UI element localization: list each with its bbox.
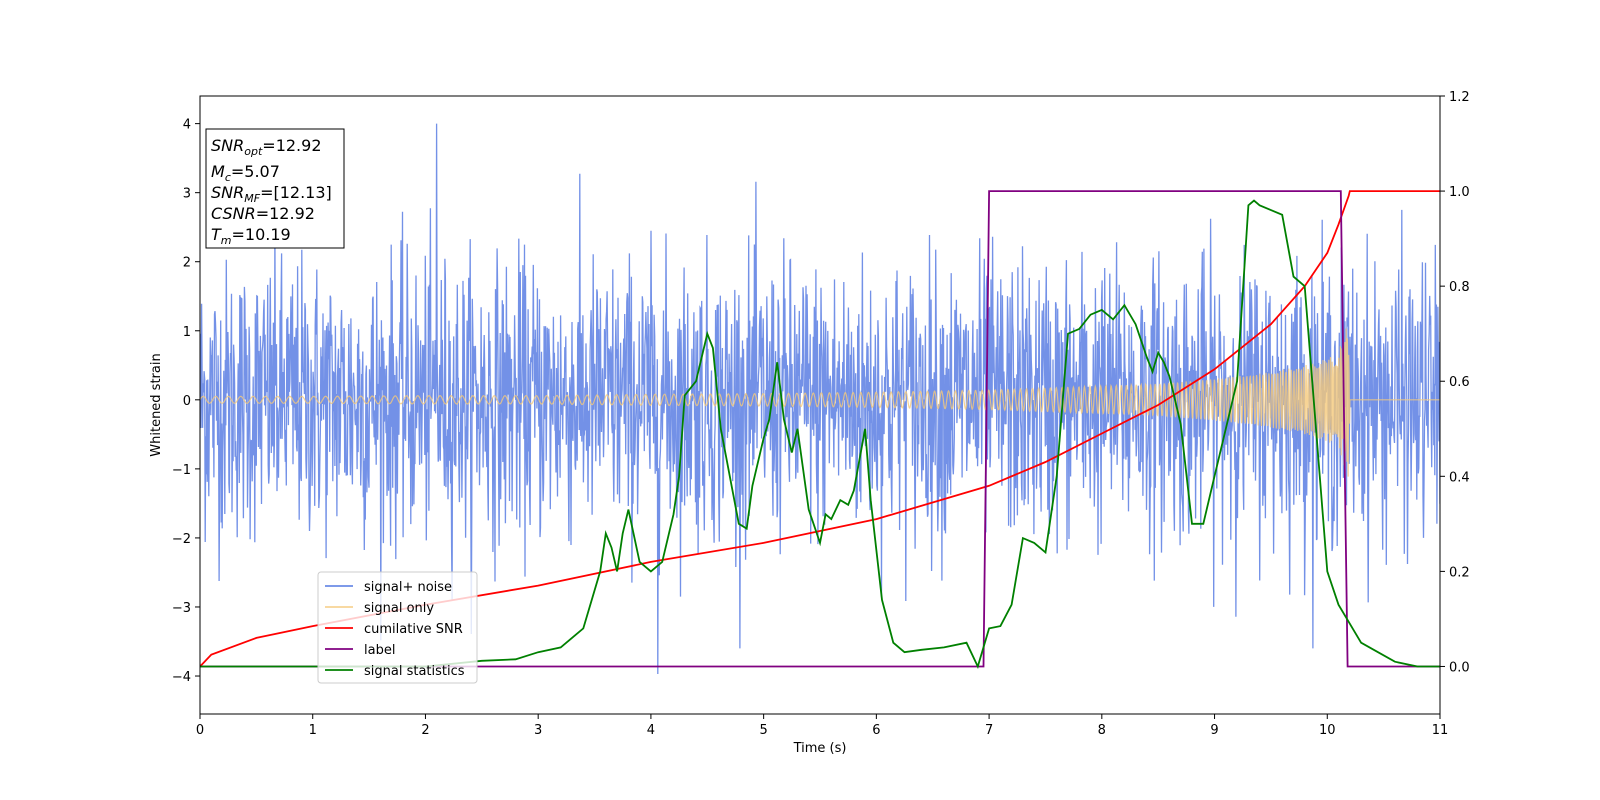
x-tick-label: 10 [1319, 723, 1336, 738]
legend-label: cumilative SNR [364, 622, 463, 637]
y-tick-label: −3 [172, 601, 191, 616]
tm-text: Tm=10.19 [211, 225, 291, 247]
series-label-line [200, 190, 1440, 668]
x-tick-label: 11 [1432, 723, 1449, 738]
legend-label: signal statistics [364, 664, 465, 679]
annotation-frame [205, 128, 345, 249]
series-signal-only-line [200, 328, 1440, 477]
legend-label: label [364, 643, 395, 658]
y-tick-label: −4 [172, 670, 191, 685]
plot-frame [199, 95, 1441, 715]
y2-tick-label: 0.0 [1449, 660, 1470, 675]
y2-tick-label: 0.2 [1449, 565, 1470, 580]
metrics-annotation-box: SNRopt=12.92 Mc=5.07 SNRMF=[12.13] CSNR=… [205, 128, 345, 249]
y-tick-label: −2 [172, 532, 191, 547]
y-tick-label: 1 [183, 325, 191, 340]
legend-label: signal+ noise [364, 580, 452, 595]
y-tick-label: 3 [183, 187, 191, 202]
x-tick-label: 0 [196, 723, 204, 738]
y-axis-label: Whitened strain [149, 353, 164, 456]
x-tick-label: 8 [1098, 723, 1106, 738]
x-tick-label: 7 [985, 723, 993, 738]
y2-tick-label: 0.6 [1449, 375, 1470, 390]
legend-label: signal only [364, 601, 434, 616]
x-axis-label: Time (s) [793, 741, 847, 756]
x-tick-label: 6 [872, 723, 880, 738]
x-tick-label: 3 [534, 723, 542, 738]
series-signal-noise-line [200, 123, 1440, 675]
x-axis: 0 1 2 3 4 5 6 7 8 9 10 11 [196, 714, 1448, 738]
y-tick-label: 4 [183, 118, 191, 133]
y-tick-label: 0 [183, 394, 191, 409]
x-tick-label: 4 [647, 723, 655, 738]
y-axis-right: 0.0 0.2 0.4 0.6 0.8 1.0 1.2 [1440, 90, 1470, 675]
x-tick-label: 9 [1210, 723, 1218, 738]
y2-tick-label: 0.4 [1449, 470, 1470, 485]
y-axis-left: −4 −3 −2 −1 0 1 2 3 4 [172, 118, 200, 685]
series-signal-statistics-line [200, 199, 1440, 670]
csnr-text: CSNR=12.92 [211, 204, 315, 223]
y2-tick-label: 0.8 [1449, 280, 1470, 295]
legend-frame [317, 571, 478, 684]
legend: signal+ noise signal only cumilative SNR la… [317, 571, 478, 684]
y2-tick-label: 1.2 [1449, 90, 1470, 105]
y2-tick-label: 1.0 [1449, 185, 1470, 200]
x-tick-label: 2 [421, 723, 429, 738]
x-tick-label: 1 [309, 723, 317, 738]
snr-opt-text: SNRopt=12.92 [211, 136, 322, 158]
y-tick-label: −1 [172, 463, 191, 478]
y-tick-label: 2 [183, 256, 191, 271]
snr-mf-text: SNRMF=[12.13] [211, 183, 332, 205]
mc-text: Mc=5.07 [211, 162, 280, 184]
x-tick-label: 5 [759, 723, 767, 738]
